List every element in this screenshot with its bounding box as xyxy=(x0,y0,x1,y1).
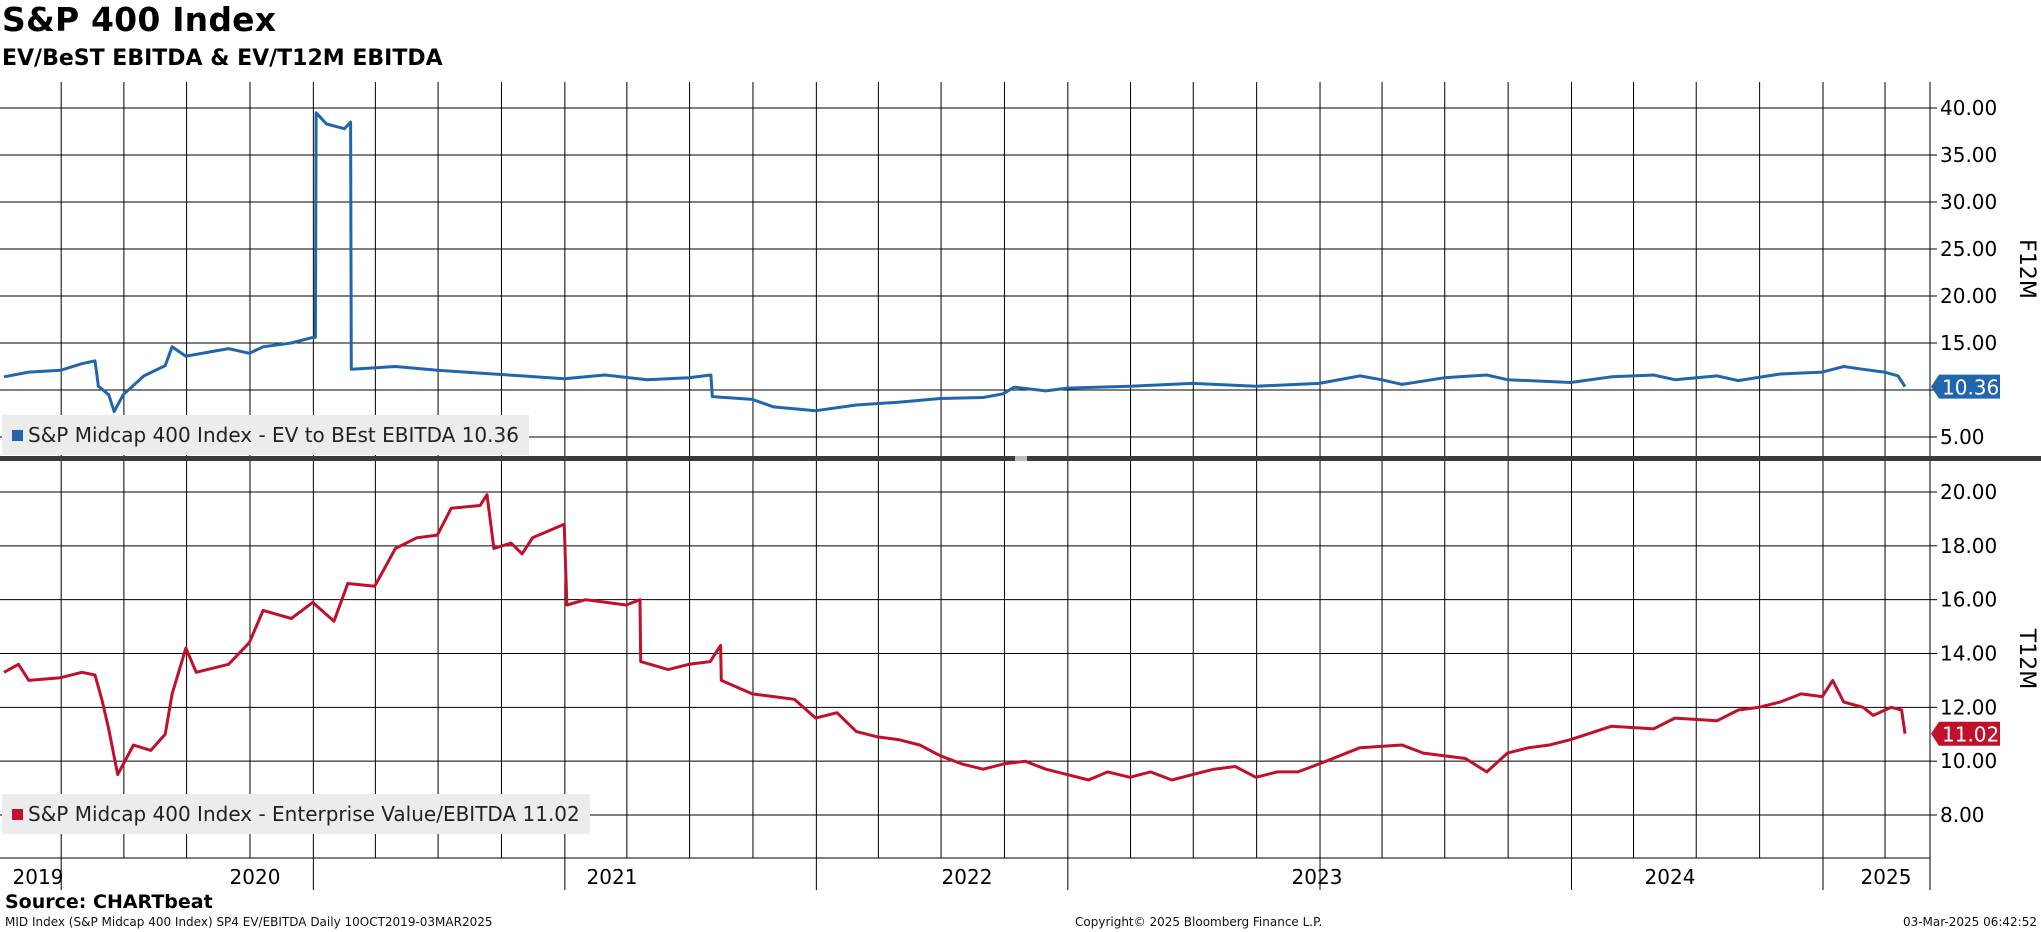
y-axis-title: T12M xyxy=(2014,628,2039,689)
y-tick-label: 15.00 xyxy=(1940,331,1997,355)
y-tick-label: 30.00 xyxy=(1940,190,1997,214)
x-tick-label: 2022 xyxy=(942,865,993,889)
panel-divider-handle xyxy=(1015,456,1027,461)
x-tick-label: 2023 xyxy=(1292,865,1343,889)
legend-swatch-bottom xyxy=(12,808,23,820)
x-tick-label: 2024 xyxy=(1645,865,1696,889)
x-tick-label: 2019 xyxy=(13,865,64,889)
legend-label-top: S&P Midcap 400 Index - EV to BEst EBITDA… xyxy=(28,423,519,447)
last-value-label: 10.36 xyxy=(1942,376,1999,400)
x-tick-label: 2021 xyxy=(587,865,638,889)
y-tick-label: 5.00 xyxy=(1940,425,1985,449)
last-value-badge xyxy=(1931,374,2000,399)
legend-top: S&P Midcap 400 Index - EV to BEst EBITDA… xyxy=(2,415,529,455)
series-line-ev-best-ebitda xyxy=(3,111,1907,414)
last-value-label: 11.02 xyxy=(1942,723,1999,747)
y-tick-label: 40.00 xyxy=(1940,96,1997,120)
y-tick-label: 35.00 xyxy=(1940,143,1997,167)
source-label: Source: CHARTbeat xyxy=(5,891,213,913)
y-tick-label: 14.00 xyxy=(1940,642,1997,666)
chart-title: S&P 400 Index xyxy=(2,0,277,39)
series-line-ev-t12m-ebitda xyxy=(3,493,1907,782)
y-axis-title: F12M xyxy=(2014,239,2039,299)
y-tick-label: 20.00 xyxy=(1940,284,1997,308)
footer-meta: MID Index (S&P Midcap 400 Index) SP4 EV/… xyxy=(5,915,493,929)
legend-swatch-top xyxy=(12,429,23,441)
x-tick-label: 2020 xyxy=(230,865,281,889)
y-tick-label: 8.00 xyxy=(1940,803,1985,827)
y-tick-label: 20.00 xyxy=(1940,480,1997,504)
legend-bottom: S&P Midcap 400 Index - Enterprise Value/… xyxy=(2,794,590,834)
legend-label-bottom: S&P Midcap 400 Index - Enterprise Value/… xyxy=(28,802,580,826)
footer-copyright: Copyright© 2025 Bloomberg Finance L.P. xyxy=(1075,915,1323,929)
y-tick-label: 12.00 xyxy=(1940,695,1997,719)
x-tick-label: 2025 xyxy=(1861,865,1912,889)
chart-subtitle: EV/BeST EBITDA & EV/T12M EBITDA xyxy=(2,46,443,71)
y-tick-label: 10.00 xyxy=(1940,749,1997,773)
y-tick-label: 16.00 xyxy=(1940,588,1997,612)
y-tick-label: 25.00 xyxy=(1940,237,1997,261)
y-tick-label: 18.00 xyxy=(1940,534,1997,558)
last-value-badge xyxy=(1931,721,2000,746)
footer-timestamp: 03-Mar-2025 06:42:52 xyxy=(1902,915,2037,929)
